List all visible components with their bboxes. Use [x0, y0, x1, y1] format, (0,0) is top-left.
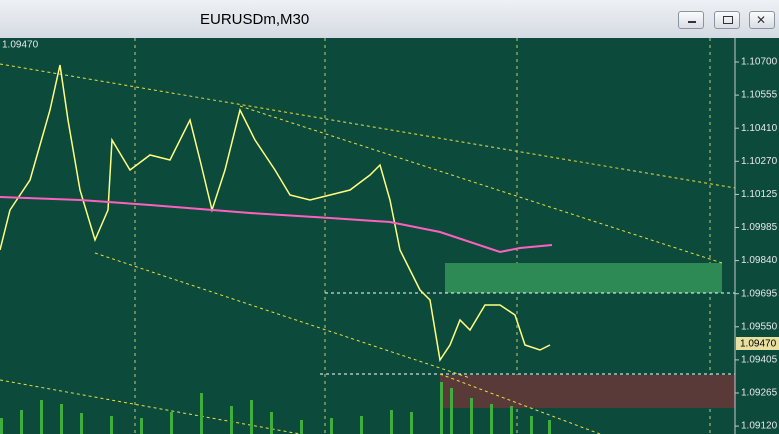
- current-price: 1.09470: [740, 339, 777, 350]
- price-label: 1.09985: [741, 222, 778, 233]
- price-label: 1.09695: [741, 288, 778, 299]
- price-label: 1.09840: [741, 255, 778, 266]
- price-label: 1.09550: [741, 321, 778, 332]
- price-label: 1.10125: [741, 189, 778, 200]
- price-labels: 1.10700 1.10555 1.10410 1.10270 1.10125 1.099…: [735, 57, 778, 432]
- price-label: 1.09265: [741, 388, 778, 399]
- price-line: [0, 64, 551, 362]
- supply-zone: [445, 263, 722, 293]
- price-label: 1.09120: [741, 421, 778, 432]
- demand-zone: [440, 375, 735, 408]
- current-price-box: [736, 337, 779, 350]
- maximize-button[interactable]: [714, 11, 740, 29]
- volume-bars: [0, 382, 551, 434]
- levels: [320, 292, 735, 375]
- price-label: 1.10555: [741, 90, 778, 101]
- chart-background: [0, 38, 779, 434]
- price-label: 1.10270: [741, 156, 778, 167]
- price-label: 1.10410: [741, 123, 778, 134]
- price-label: 1.10700: [741, 57, 778, 68]
- price-label: 1.09405: [741, 355, 778, 366]
- title-bar: EURUSDm,M30 ✕: [0, 0, 779, 39]
- moving-average: [0, 196, 553, 254]
- window-title: EURUSDm,M30: [200, 11, 310, 28]
- top-left-price: 1.09470: [2, 40, 39, 51]
- vertical-grid: [134, 38, 711, 434]
- price-axis: [735, 38, 779, 434]
- minimize-button[interactable]: [678, 11, 704, 29]
- chart-area: 1.09470 1.107001.105551.104101.102701.10…: [0, 38, 779, 434]
- close-button[interactable]: ✕: [749, 11, 775, 29]
